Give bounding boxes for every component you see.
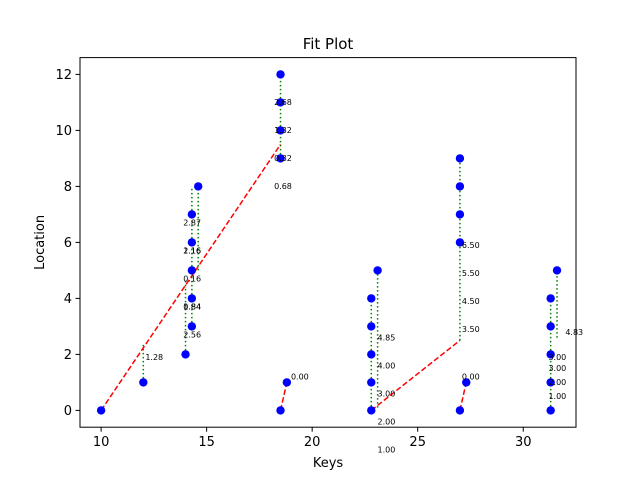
residual-annotation: 0.68 xyxy=(274,182,292,191)
data-point xyxy=(546,322,555,331)
residual-annotation: 4.50 xyxy=(462,297,480,306)
y-tick-label: 0 xyxy=(64,404,72,419)
residual-annotation: 0.32 xyxy=(274,154,292,163)
x-axis-label: Keys xyxy=(313,456,344,471)
data-points xyxy=(96,70,562,415)
x-tick-label: 20 xyxy=(304,435,321,450)
data-point xyxy=(552,266,562,275)
y-tick-label: 4 xyxy=(64,292,72,307)
data-point xyxy=(139,378,148,387)
data-point xyxy=(367,322,376,331)
residual-annotation: 2.00 xyxy=(548,378,566,387)
residual-annotation: 2.00 xyxy=(377,417,395,426)
data-point xyxy=(546,294,555,303)
data-point xyxy=(455,182,465,191)
residual-annotation: 3.50 xyxy=(462,325,480,334)
data-point xyxy=(367,406,376,415)
y-tick-label: 8 xyxy=(64,180,72,195)
residual-annotation: 2.56 xyxy=(183,331,201,340)
data-point xyxy=(455,210,465,219)
y-tick-label: 12 xyxy=(55,68,72,83)
data-point xyxy=(455,154,465,163)
data-point xyxy=(367,378,376,387)
x-tick-label: 10 xyxy=(93,435,110,450)
residual-annotation: 3.00 xyxy=(548,364,566,373)
y-axis-label: Location xyxy=(33,215,48,270)
residual-annotation: 3.00 xyxy=(377,389,395,398)
data-point xyxy=(96,406,106,415)
data-point xyxy=(282,378,292,387)
residual-annotation: 0.16 xyxy=(183,275,201,284)
data-point xyxy=(462,378,471,387)
data-point xyxy=(373,266,382,275)
residual-annotation: 6.50 xyxy=(462,241,480,250)
data-point xyxy=(455,406,465,415)
data-point xyxy=(546,350,555,359)
fit-lines xyxy=(100,143,467,411)
residual-annotation: 1.00 xyxy=(548,392,566,401)
data-point xyxy=(546,406,555,415)
x-tick-label: 30 xyxy=(515,435,532,450)
fit-line-segment xyxy=(370,339,461,411)
y-tick-label: 10 xyxy=(55,124,72,139)
data-point xyxy=(187,266,197,275)
data-point xyxy=(187,238,197,247)
residual-annotation: 2.68 xyxy=(274,98,292,107)
data-point xyxy=(181,350,190,359)
chart-title: Fit Plot xyxy=(303,35,354,53)
x-tick-label: 15 xyxy=(198,435,215,450)
residual-annotation: 3.00 xyxy=(548,353,566,362)
data-point xyxy=(276,154,285,163)
y-axis-ticks: 0 2 4 6 8 10 12 xyxy=(55,68,80,419)
residual-annotation: 1.84 xyxy=(183,303,201,312)
y-tick-label: 6 xyxy=(64,236,72,251)
residual-annotation: 4.85 xyxy=(377,333,395,342)
fit-line-segment xyxy=(100,143,282,411)
residual-annotation: 1.28 xyxy=(145,353,163,362)
residual-annotation: 5.50 xyxy=(462,269,480,278)
data-point xyxy=(187,210,197,219)
data-point xyxy=(187,294,197,303)
residual-annotation: 1.00 xyxy=(377,445,395,454)
y-tick-label: 2 xyxy=(64,348,72,363)
x-tick-label: 25 xyxy=(409,435,426,450)
data-point xyxy=(546,378,555,387)
residual-annotation: 0.00 xyxy=(462,373,480,382)
fit-line-segment xyxy=(459,382,467,411)
data-point xyxy=(276,406,285,415)
residual-annotation: 1.32 xyxy=(274,126,292,135)
residual-annotation: 2.16 xyxy=(183,247,201,256)
residual-annotation: 1.16 xyxy=(183,247,201,256)
data-point xyxy=(276,98,285,107)
fit-line-segment xyxy=(279,382,288,411)
data-point xyxy=(276,70,285,79)
residual-annotation: 4.00 xyxy=(377,361,395,370)
residual-annotation: 2.87 xyxy=(183,219,201,228)
data-point xyxy=(367,350,376,359)
x-axis-ticks: 10 15 20 25 30 xyxy=(93,427,532,450)
residual-annotation: 0.84 xyxy=(183,303,201,312)
data-point xyxy=(276,126,285,135)
residual-annotations: 1.28 2.87 2.161.16 0.16 0.841.84 2.56 2.68 1.32… xyxy=(145,98,583,454)
data-point xyxy=(455,238,465,247)
data-point xyxy=(367,294,376,303)
residual-annotation: 0.00 xyxy=(291,373,309,382)
data-point xyxy=(193,182,203,191)
data-point xyxy=(187,322,197,331)
residual-annotation: 4.83 xyxy=(565,328,583,337)
